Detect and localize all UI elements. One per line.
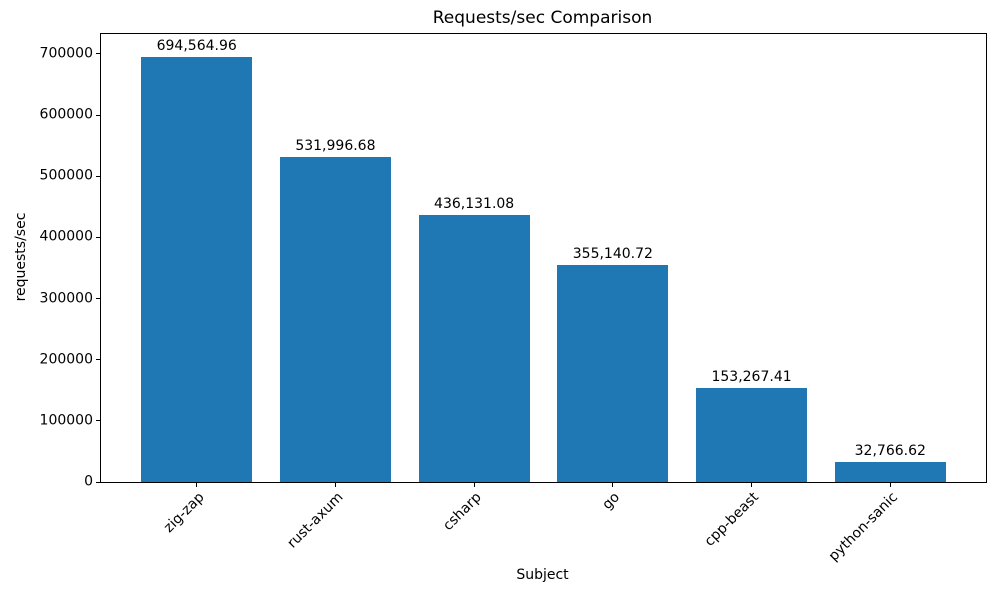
- bar-zig-zap: [141, 57, 253, 482]
- bar-value-label: 153,267.41: [711, 369, 792, 386]
- bar-python-sanic: [834, 461, 946, 482]
- x-axis-tick-label: go: [599, 489, 624, 513]
- bar-value-label: 355,140.72: [572, 245, 653, 262]
- bar-cpp-beast: [696, 388, 808, 482]
- x-axis-tick-label: csharp: [440, 489, 485, 534]
- y-axis-tick: [96, 53, 100, 55]
- bar-value-label: 531,996.68: [295, 137, 376, 154]
- x-axis-tick: [473, 483, 475, 487]
- bar-value-label: 32,766.62: [854, 442, 926, 459]
- y-axis-tick: [96, 298, 100, 300]
- bar-csharp: [418, 215, 530, 482]
- y-axis-tick: [96, 420, 100, 422]
- y-axis-tick: [96, 114, 100, 116]
- x-axis-tick-label: rust-axum: [283, 489, 347, 552]
- y-axis-tick-label: 700000: [39, 45, 93, 62]
- bar-go: [557, 264, 669, 482]
- x-axis-tick-label: python-sanic: [825, 489, 901, 565]
- y-axis-tick: [96, 359, 100, 361]
- x-axis-tick-label: cpp-beast: [701, 489, 763, 550]
- y-axis-tick: [96, 236, 100, 238]
- x-axis-tick: [334, 483, 336, 487]
- chart-title: Requests/sec Comparison: [432, 8, 653, 28]
- y-axis-tick-label: 600000: [39, 106, 93, 123]
- plot-area: 0 100000 200000 300000 400000 500000 600000 700…: [40, 33, 987, 565]
- x-axis-tick: [196, 483, 198, 487]
- y-axis-tick-label: 0: [84, 473, 93, 490]
- y-axis-tick-label: 200000: [39, 351, 93, 368]
- x-axis-tick: [612, 483, 614, 487]
- y-axis-tick-label: 500000: [39, 167, 93, 184]
- x-axis-tick-label: zig-zap: [160, 489, 208, 536]
- bar-value-label: 436,131.08: [434, 196, 515, 213]
- y-axis-tick-label: 400000: [39, 228, 93, 245]
- bar-value-label: 694,564.96: [156, 38, 237, 55]
- y-axis-tick: [96, 481, 100, 483]
- y-axis-label: requests/sec: [13, 212, 29, 302]
- x-axis-tick: [889, 483, 891, 487]
- x-axis-tick: [751, 483, 753, 487]
- bar-rust-axum: [279, 156, 391, 482]
- y-axis-tick-label: 300000: [39, 290, 93, 307]
- x-axis-label: Subject: [516, 567, 569, 583]
- y-axis-tick: [96, 175, 100, 177]
- y-axis-tick-label: 100000: [39, 412, 93, 429]
